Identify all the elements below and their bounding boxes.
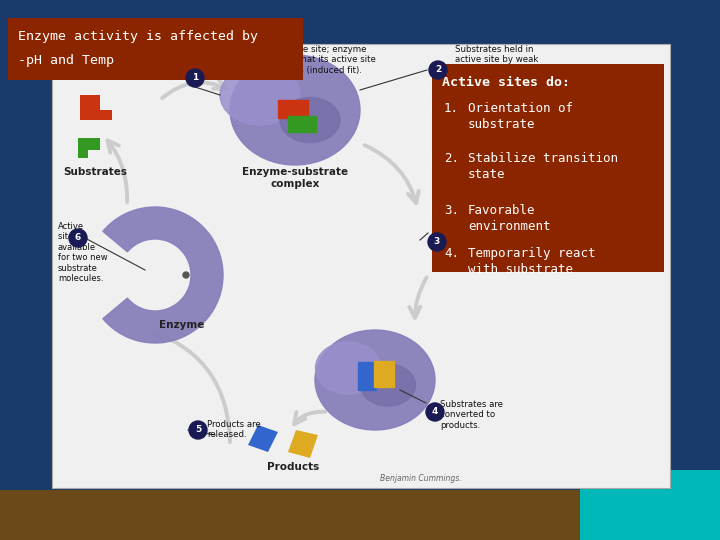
Circle shape (186, 69, 204, 87)
FancyArrowPatch shape (364, 145, 418, 203)
Text: Benjamin Cummings.: Benjamin Cummings. (380, 474, 462, 483)
Text: 4: 4 (432, 408, 438, 416)
Polygon shape (288, 430, 318, 458)
Bar (8, 18, 303, 80)
Circle shape (183, 272, 189, 278)
Text: Substrates enter active site; enzyme
changes shape such that its active site
enf: Substrates enter active site; enzyme cha… (207, 45, 376, 75)
Text: Substrates: Substrates (63, 167, 127, 177)
Bar (288, 116, 316, 132)
Text: 5: 5 (195, 426, 201, 435)
Text: 2: 2 (435, 65, 441, 75)
Bar (52, 44, 670, 488)
Circle shape (429, 61, 447, 79)
Text: Active site can lower Eₐ
and speed up a reaction.: Active site can lower Eₐ and speed up a … (447, 230, 554, 249)
Text: Substrates held in
active site by weak
interactions, such as
hydrogen bonds and
: Substrates held in active site by weak i… (455, 45, 544, 96)
Text: Enzyme: Enzyme (159, 320, 204, 330)
Text: 1: 1 (192, 73, 198, 83)
FancyArrowPatch shape (409, 278, 426, 318)
Text: Enzyme-substrate
complex: Enzyme-substrate complex (242, 167, 348, 188)
Bar (374, 361, 394, 387)
Circle shape (426, 403, 444, 421)
Bar (358, 362, 376, 390)
Text: Active
site is
available
for two new
substrate
molecules.: Active site is available for two new sub… (58, 222, 107, 283)
Text: Products: Products (267, 462, 319, 472)
Text: Active sites do:: Active sites do: (442, 76, 570, 89)
Circle shape (189, 421, 207, 439)
Polygon shape (248, 425, 278, 452)
Ellipse shape (230, 55, 360, 165)
Polygon shape (78, 138, 100, 158)
Text: 6: 6 (75, 233, 81, 242)
Ellipse shape (220, 65, 300, 125)
Ellipse shape (315, 330, 435, 430)
Polygon shape (80, 95, 112, 120)
FancyArrowPatch shape (155, 331, 230, 442)
FancyArrowPatch shape (294, 411, 325, 424)
Text: Substrates are
converted to
products.: Substrates are converted to products. (440, 400, 503, 430)
Text: Enzyme activity is affected by: Enzyme activity is affected by (18, 30, 258, 43)
Bar (0, 490, 720, 540)
Ellipse shape (361, 364, 415, 406)
Circle shape (69, 229, 87, 247)
FancyArrowPatch shape (162, 79, 225, 98)
Ellipse shape (315, 342, 380, 394)
Bar (432, 64, 664, 272)
Wedge shape (103, 207, 223, 343)
Text: -pH and Temp: -pH and Temp (18, 54, 114, 67)
Text: Orientation of
substrate: Orientation of substrate (468, 102, 573, 131)
Text: 1.: 1. (444, 102, 459, 115)
Text: Temporarily react
with substrate: Temporarily react with substrate (468, 247, 595, 276)
Text: 3: 3 (434, 238, 440, 246)
Text: 4.: 4. (444, 247, 459, 260)
Ellipse shape (280, 98, 340, 143)
Text: Stabilize transition
state: Stabilize transition state (468, 152, 618, 181)
FancyArrowPatch shape (107, 140, 127, 202)
Bar (278, 100, 308, 118)
Circle shape (428, 233, 446, 251)
Bar (580, 470, 720, 540)
Text: Products are
released.: Products are released. (207, 420, 261, 440)
Text: 2.: 2. (444, 152, 459, 165)
Text: 3.: 3. (444, 204, 459, 217)
Text: Favorable
environment: Favorable environment (468, 204, 551, 233)
